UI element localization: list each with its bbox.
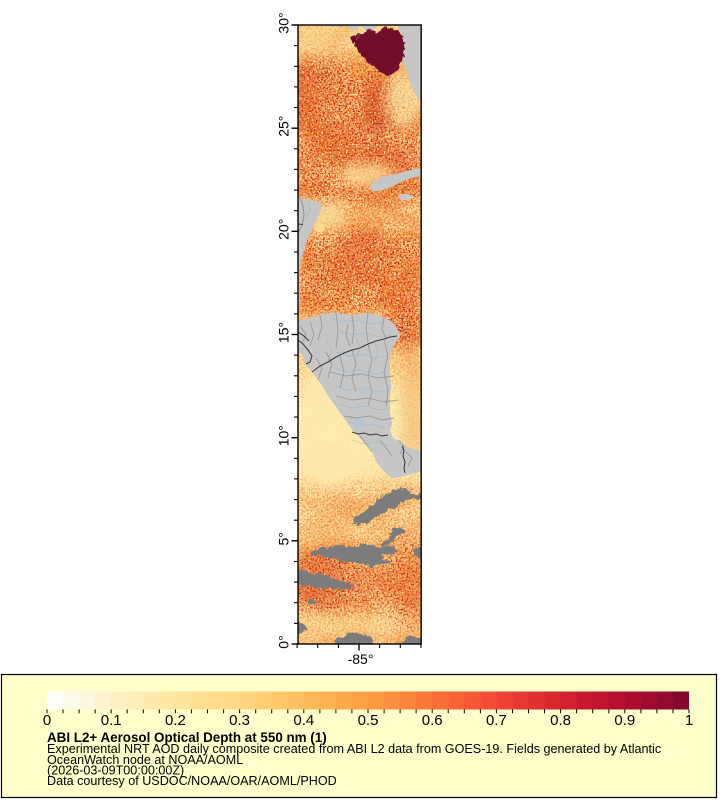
svg-text:OceanWatch node at NOAA/AOML: OceanWatch node at NOAA/AOML — [47, 753, 243, 767]
svg-text:Experimental NRT AOD daily com: Experimental NRT AOD daily composite cre… — [47, 742, 661, 756]
svg-text:0.9: 0.9 — [614, 712, 635, 729]
svg-text:30°: 30° — [276, 12, 292, 33]
svg-text:0.4: 0.4 — [293, 712, 314, 729]
svg-text:Data courtesy of USDOC/NOAA/OA: Data courtesy of USDOC/NOAA/OAR/AOML/PHO… — [47, 774, 337, 788]
svg-text:0.7: 0.7 — [486, 712, 507, 729]
svg-text:5°: 5° — [276, 532, 292, 545]
svg-text:0.2: 0.2 — [165, 712, 186, 729]
svg-text:0.5: 0.5 — [358, 712, 379, 729]
svg-text:1: 1 — [685, 712, 693, 729]
svg-text:-85°: -85° — [348, 651, 374, 667]
svg-text:0: 0 — [43, 712, 51, 729]
svg-text:15°: 15° — [276, 322, 292, 343]
svg-text:25°: 25° — [276, 116, 292, 137]
svg-text:0.3: 0.3 — [229, 712, 250, 729]
svg-text:0°: 0° — [276, 635, 292, 648]
svg-text:(2026-03-09T00:00:00Z): (2026-03-09T00:00:00Z) — [47, 763, 184, 777]
svg-text:20°: 20° — [276, 219, 292, 240]
svg-text:0.6: 0.6 — [422, 712, 443, 729]
svg-text:0.8: 0.8 — [550, 712, 571, 729]
svg-text:10°: 10° — [276, 425, 292, 446]
svg-text:ABI L2+ Aerosol Optical Depth: ABI L2+ Aerosol Optical Depth at 550 nm … — [47, 730, 327, 745]
svg-text:0.1: 0.1 — [101, 712, 122, 729]
